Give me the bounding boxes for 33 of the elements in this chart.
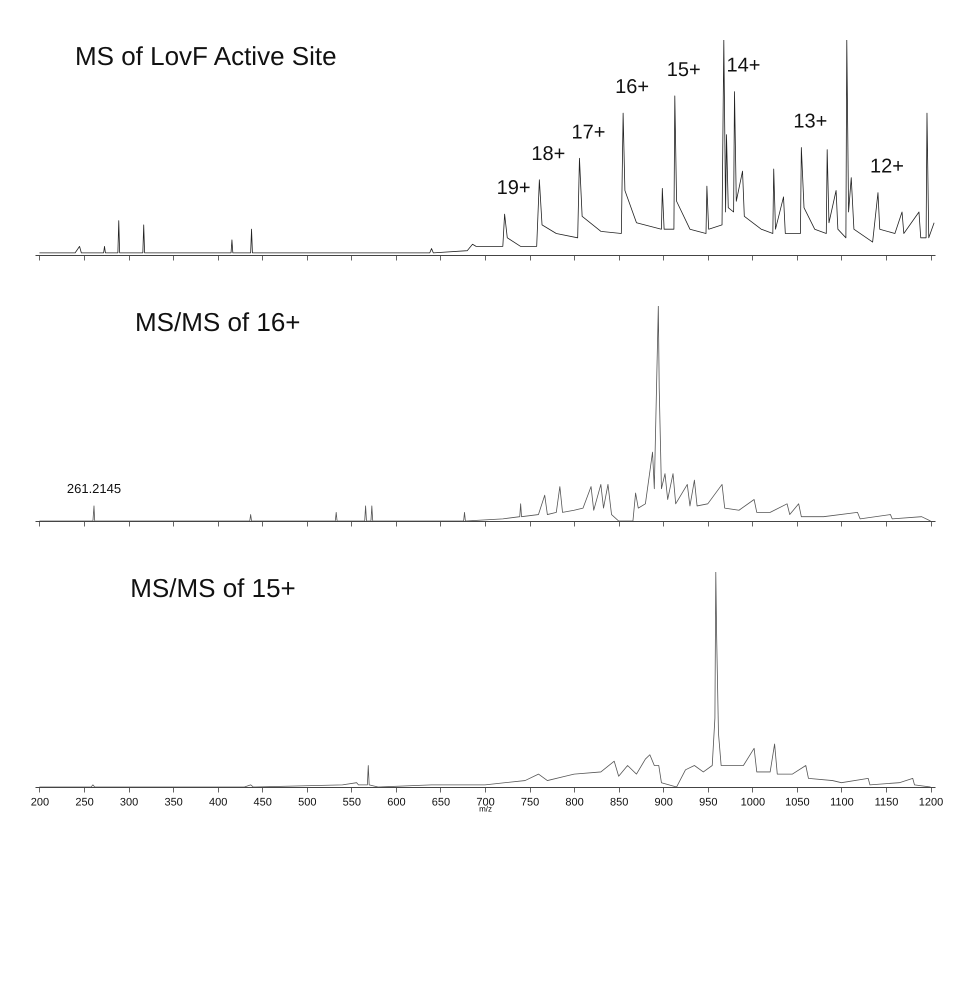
x-tick-label: 300 bbox=[120, 796, 138, 808]
x-tick-label: 550 bbox=[342, 796, 362, 808]
annotation: 17+ bbox=[571, 121, 606, 144]
x-tick-label: 1150 bbox=[874, 796, 898, 808]
annotation: 261.2145 bbox=[66, 480, 122, 496]
x-tick-label: 200 bbox=[30, 796, 50, 808]
x-axis-title: m/z bbox=[479, 804, 492, 814]
annotation: 16+ bbox=[615, 76, 650, 98]
x-tick-label: 850 bbox=[610, 796, 628, 808]
x-tick-label: 750 bbox=[520, 796, 540, 808]
x-tick-label: 900 bbox=[654, 796, 673, 808]
x-tick-label: 250 bbox=[75, 796, 94, 808]
chart-title: MS/MS of 15+ bbox=[130, 573, 296, 603]
x-tick-label: 450 bbox=[254, 796, 272, 808]
x-tick-label: 1050 bbox=[785, 796, 810, 808]
x-tick-label: 800 bbox=[565, 796, 584, 808]
chart-title: MS/MS of 16+ bbox=[135, 307, 300, 337]
annotation: 19+ bbox=[496, 177, 531, 200]
x-tick-label: 1100 bbox=[830, 796, 854, 808]
x-tick-label: 350 bbox=[164, 796, 183, 808]
annotation: 15+ bbox=[666, 58, 701, 81]
x-tick-label: 500 bbox=[298, 796, 316, 808]
x-tick-label: 1000 bbox=[740, 796, 766, 808]
chart-title: MS of LovF Active Site bbox=[75, 41, 337, 71]
annotation: 18+ bbox=[531, 142, 566, 165]
x-tick-label: 1200 bbox=[918, 796, 944, 808]
annotation: 14+ bbox=[726, 54, 760, 77]
x-tick-label: 650 bbox=[432, 796, 450, 808]
x-tick-label: 600 bbox=[387, 796, 406, 808]
annotation: 13+ bbox=[793, 110, 828, 132]
annotation: 12+ bbox=[870, 156, 904, 178]
x-tick-label: 400 bbox=[208, 796, 228, 808]
x-tick-label: 950 bbox=[699, 796, 718, 808]
